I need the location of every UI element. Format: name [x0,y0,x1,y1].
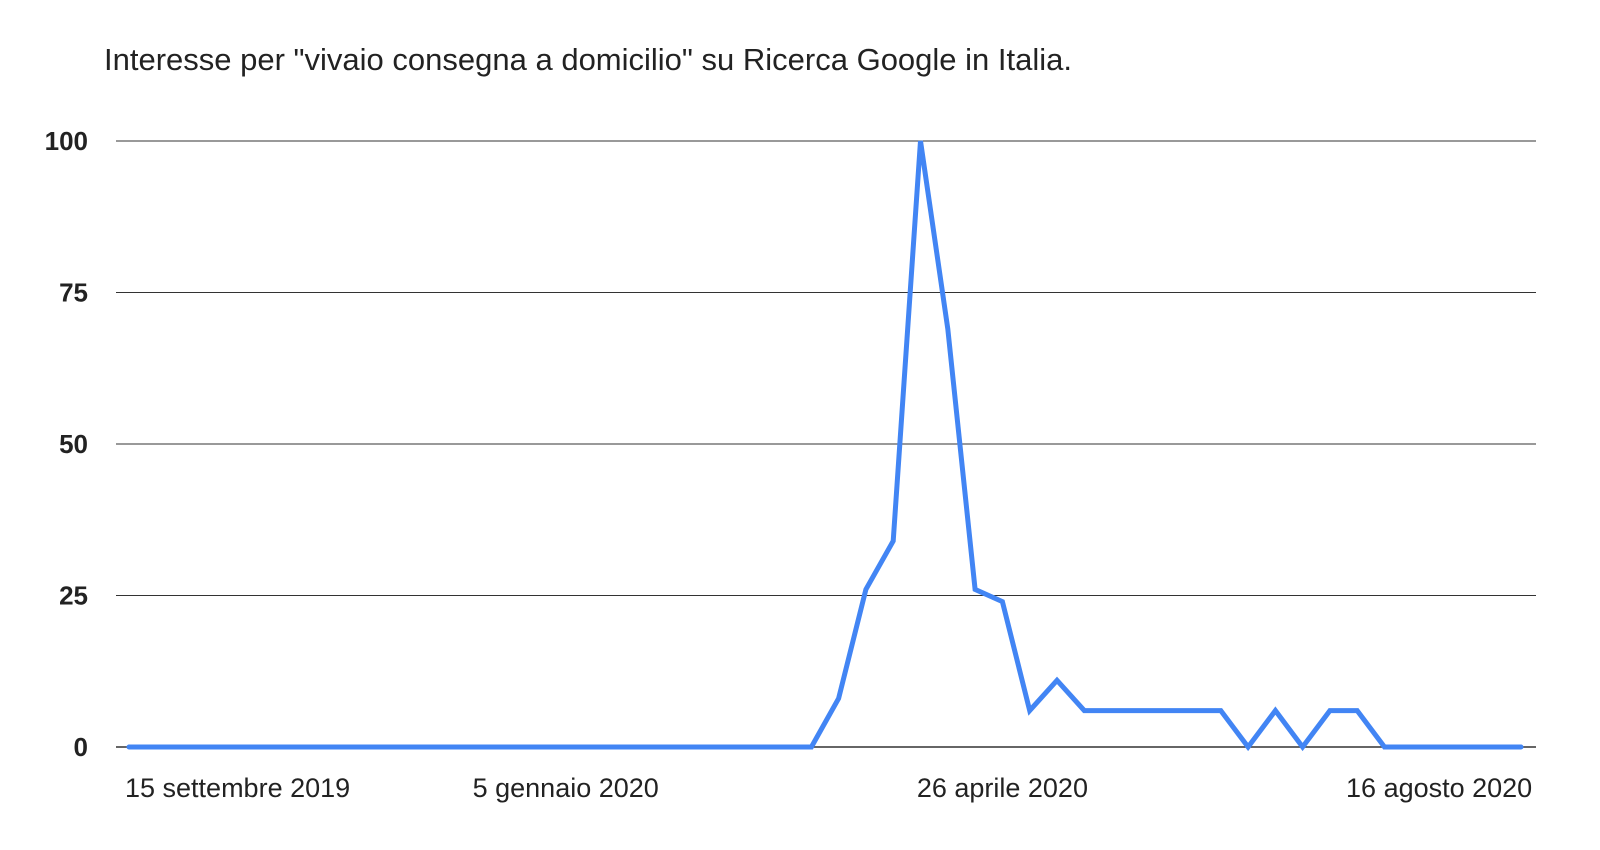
x-tick-label: 5 gennaio 2020 [473,773,659,803]
y-tick-label: 50 [59,429,88,459]
y-axis-tick-labels: 0 25 50 75 100 [45,126,88,762]
y-tick-label: 100 [45,126,88,156]
chart-title: Interesse per "vivaio consegna a domicil… [104,42,1072,77]
y-tick-label: 0 [74,732,88,762]
y-tick-label: 75 [59,278,88,308]
gridlines [116,140,1536,748]
x-tick-label: 15 settembre 2019 [125,773,350,803]
x-tick-label: 16 agosto 2020 [1346,773,1532,803]
series-layer [126,140,1524,752]
x-axis-tick-labels: 15 settembre 2019 5 gennaio 2020 26 aprile… [125,773,1532,803]
x-tick-label: 26 aprile 2020 [917,773,1088,803]
series-line-0 [126,140,1524,752]
y-tick-label: 25 [59,581,88,611]
